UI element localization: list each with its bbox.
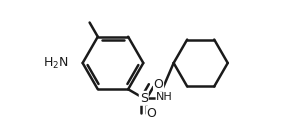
Text: S: S	[140, 92, 148, 105]
Text: NH: NH	[156, 92, 173, 102]
Text: O: O	[146, 107, 156, 120]
Text: H$_2$N: H$_2$N	[43, 55, 69, 71]
Text: O: O	[154, 78, 163, 91]
